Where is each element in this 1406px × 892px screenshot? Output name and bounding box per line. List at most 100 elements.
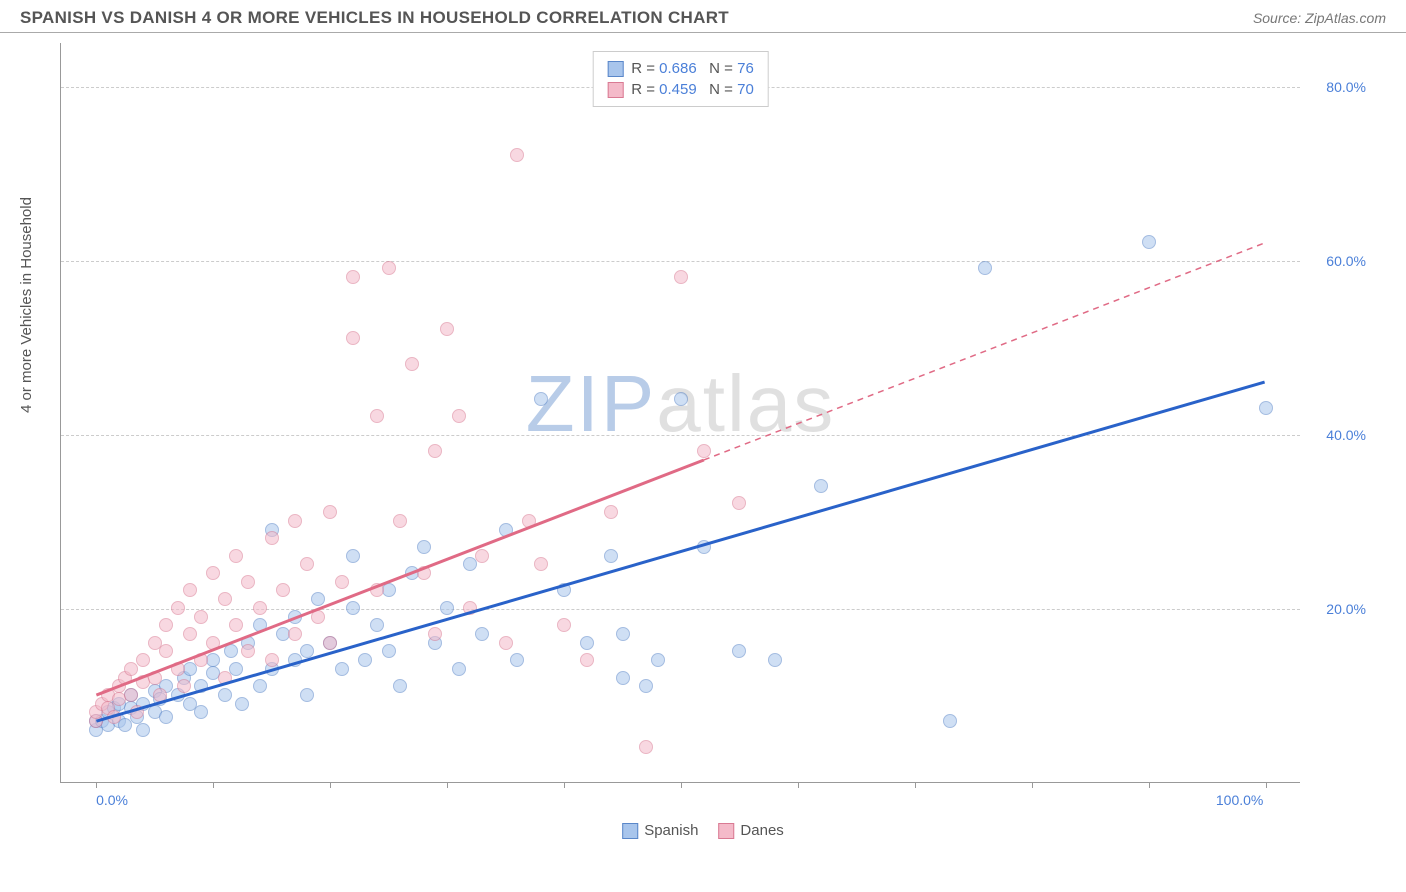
scatter-point: [475, 549, 489, 563]
scatter-point: [206, 566, 220, 580]
scatter-point: [370, 409, 384, 423]
series-legend: Spanish Danes: [622, 822, 784, 839]
series-legend-item: Danes: [718, 822, 783, 839]
trend-line-dashed: [704, 243, 1265, 460]
scatter-point: [300, 644, 314, 658]
scatter-point: [382, 644, 396, 658]
scatter-point: [241, 644, 255, 658]
source-label: Source: ZipAtlas.com: [1253, 10, 1386, 26]
legend-swatch: [607, 61, 623, 77]
scatter-point: [218, 671, 232, 685]
scatter-point: [241, 575, 255, 589]
scatter-point: [253, 601, 267, 615]
scatter-point: [136, 723, 150, 737]
scatter-point: [335, 662, 349, 676]
scatter-point: [206, 636, 220, 650]
x-tick-mark: [1266, 782, 1267, 788]
scatter-point: [814, 479, 828, 493]
scatter-point: [265, 653, 279, 667]
scatter-point: [382, 261, 396, 275]
scatter-point: [651, 653, 665, 667]
scatter-point: [171, 662, 185, 676]
x-tick-mark: [330, 782, 331, 788]
scatter-point: [557, 583, 571, 597]
scatter-point: [311, 610, 325, 624]
plot-region: ZIPatlas R = 0.686 N = 76R = 0.459 N = 7…: [60, 43, 1300, 783]
legend-swatch: [607, 82, 623, 98]
scatter-point: [417, 540, 431, 554]
scatter-point: [183, 583, 197, 597]
x-tick-mark: [1149, 782, 1150, 788]
x-tick-mark: [447, 782, 448, 788]
scatter-point: [452, 662, 466, 676]
scatter-point: [534, 392, 548, 406]
scatter-point: [405, 357, 419, 371]
scatter-point: [440, 322, 454, 336]
stats-legend: R = 0.686 N = 76R = 0.459 N = 70: [592, 51, 769, 107]
chart-title: SPANISH VS DANISH 4 OR MORE VEHICLES IN …: [20, 8, 729, 28]
trend-line-solid: [96, 460, 703, 695]
scatter-point: [346, 549, 360, 563]
scatter-point: [229, 662, 243, 676]
scatter-point: [300, 688, 314, 702]
y-tick-label: 60.0%: [1310, 253, 1366, 269]
scatter-point: [311, 592, 325, 606]
y-tick-label: 20.0%: [1310, 601, 1366, 617]
scatter-point: [475, 627, 489, 641]
scatter-point: [276, 583, 290, 597]
scatter-point: [265, 531, 279, 545]
scatter-point: [194, 705, 208, 719]
scatter-point: [288, 627, 302, 641]
scatter-point: [768, 653, 782, 667]
scatter-point: [510, 653, 524, 667]
scatter-point: [159, 644, 173, 658]
scatter-point: [358, 653, 372, 667]
scatter-point: [224, 644, 238, 658]
scatter-point: [452, 409, 466, 423]
scatter-point: [218, 592, 232, 606]
x-tick-mark: [681, 782, 682, 788]
scatter-point: [130, 705, 144, 719]
y-tick-label: 80.0%: [1310, 79, 1366, 95]
scatter-point: [534, 557, 548, 571]
scatter-point: [107, 710, 121, 724]
scatter-point: [253, 679, 267, 693]
scatter-point: [323, 636, 337, 650]
scatter-point: [639, 679, 653, 693]
scatter-point: [499, 636, 513, 650]
trend-lines: [61, 43, 1300, 782]
scatter-point: [288, 610, 302, 624]
scatter-point: [428, 444, 442, 458]
x-tick-mark: [96, 782, 97, 788]
stats-legend-row: R = 0.459 N = 70: [607, 79, 754, 100]
x-tick-mark: [798, 782, 799, 788]
scatter-point: [288, 514, 302, 528]
scatter-point: [580, 653, 594, 667]
scatter-point: [148, 671, 162, 685]
scatter-point: [159, 618, 173, 632]
scatter-point: [732, 644, 746, 658]
scatter-point: [235, 697, 249, 711]
scatter-point: [510, 148, 524, 162]
gridline: [61, 261, 1300, 262]
scatter-point: [1142, 235, 1156, 249]
series-name: Spanish: [644, 822, 698, 839]
scatter-point: [978, 261, 992, 275]
scatter-point: [604, 505, 618, 519]
scatter-point: [674, 392, 688, 406]
chart-area: 4 or more Vehicles in Household ZIPatlas…: [0, 33, 1406, 885]
gridline: [61, 435, 1300, 436]
scatter-point: [218, 688, 232, 702]
scatter-point: [194, 653, 208, 667]
scatter-point: [253, 618, 267, 632]
scatter-point: [440, 601, 454, 615]
scatter-point: [300, 557, 314, 571]
stats-legend-row: R = 0.686 N = 76: [607, 58, 754, 79]
gridline: [61, 609, 1300, 610]
scatter-point: [124, 688, 138, 702]
y-tick-label: 40.0%: [1310, 427, 1366, 443]
scatter-point: [616, 671, 630, 685]
series-legend-item: Spanish: [622, 822, 698, 839]
scatter-point: [229, 549, 243, 563]
x-tick-label: 0.0%: [96, 792, 128, 808]
